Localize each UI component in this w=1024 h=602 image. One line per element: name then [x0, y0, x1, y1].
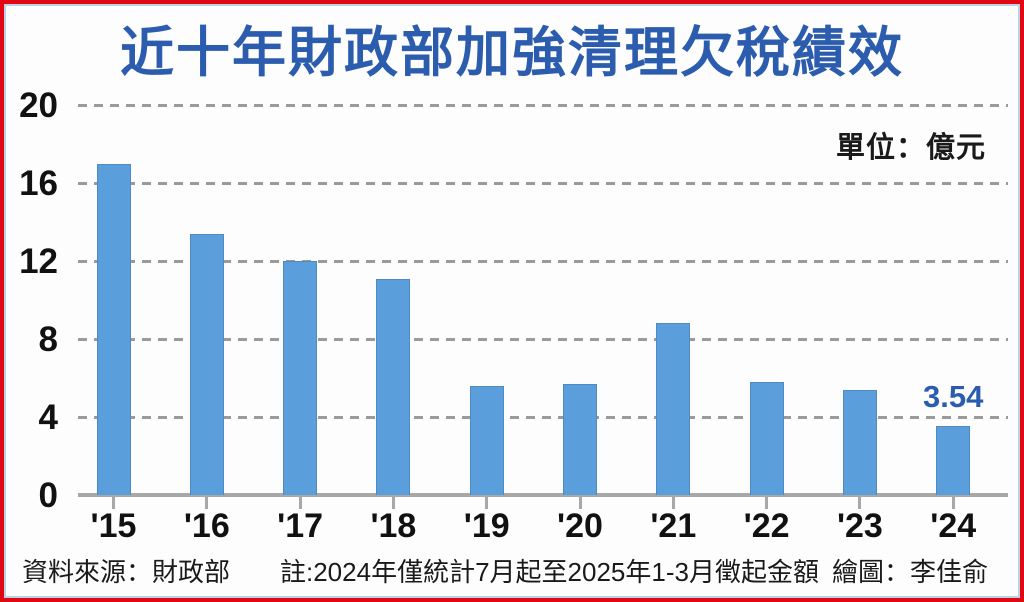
x-axis-label-15: '15: [90, 507, 137, 545]
bar-21: [656, 323, 691, 495]
x-axis-tick-15: [112, 497, 115, 509]
bar-23: [842, 389, 877, 495]
gridline-16: [78, 182, 1008, 185]
bar-22: [749, 381, 784, 495]
bar-value-label: 3.54: [923, 378, 984, 414]
bar-24: [936, 425, 971, 495]
chart-title: 近十年財政部加強清理欠稅績效: [120, 23, 904, 83]
bar-18: [376, 278, 411, 495]
y-axis-label-0: 0: [38, 476, 58, 515]
x-axis-tick-23: [858, 497, 862, 509]
x-axis-label-17: '17: [277, 507, 324, 545]
x-axis-tick-20: [578, 497, 582, 509]
x-axis-label-22: '22: [743, 507, 790, 545]
y-axis-label-8: 8: [38, 320, 58, 359]
y-axis-label-12: 12: [19, 242, 58, 281]
illustrator-credit-label: 繪圖：李佳俞: [831, 557, 988, 587]
x-axis-tick-21: [671, 497, 675, 509]
footnote-label: 註:2024年僅統計7月起至2025年1-3月徵起金額: [280, 557, 819, 587]
x-axis-label-19: '19: [463, 507, 510, 545]
x-axis-line: [78, 493, 1008, 497]
gridline-8: [78, 338, 1008, 341]
gridline-20: [78, 104, 1008, 107]
gridline-12: [78, 260, 1008, 263]
x-axis-label-23: '23: [836, 507, 883, 545]
unit-label: 單位：億元: [835, 132, 986, 164]
x-axis-label-20: '20: [557, 507, 603, 545]
data-source-label: 資料來源：財政部: [22, 557, 231, 587]
x-axis-tick-19: [485, 497, 489, 509]
x-axis-tick-16: [205, 497, 209, 509]
x-axis-tick-22: [765, 497, 769, 509]
x-axis-tick-18: [391, 497, 395, 509]
x-axis-label-21: '21: [650, 507, 697, 545]
bar-19: [469, 385, 504, 495]
y-axis-label-4: 4: [38, 398, 58, 437]
x-axis-label-18: '18: [370, 507, 417, 545]
y-axis-label-16: 16: [19, 164, 58, 203]
bar-20: [563, 383, 597, 495]
bar-15: [96, 163, 131, 495]
x-axis-label-16: '16: [183, 507, 230, 545]
x-axis-tick-17: [298, 497, 302, 509]
gridline-4: [78, 416, 1008, 419]
bar-17: [283, 261, 318, 495]
x-axis-tick-24: [951, 497, 955, 509]
y-axis-label-20: 20: [19, 86, 58, 125]
x-axis-label-24: '24: [930, 507, 977, 545]
bar-16: [189, 233, 224, 495]
